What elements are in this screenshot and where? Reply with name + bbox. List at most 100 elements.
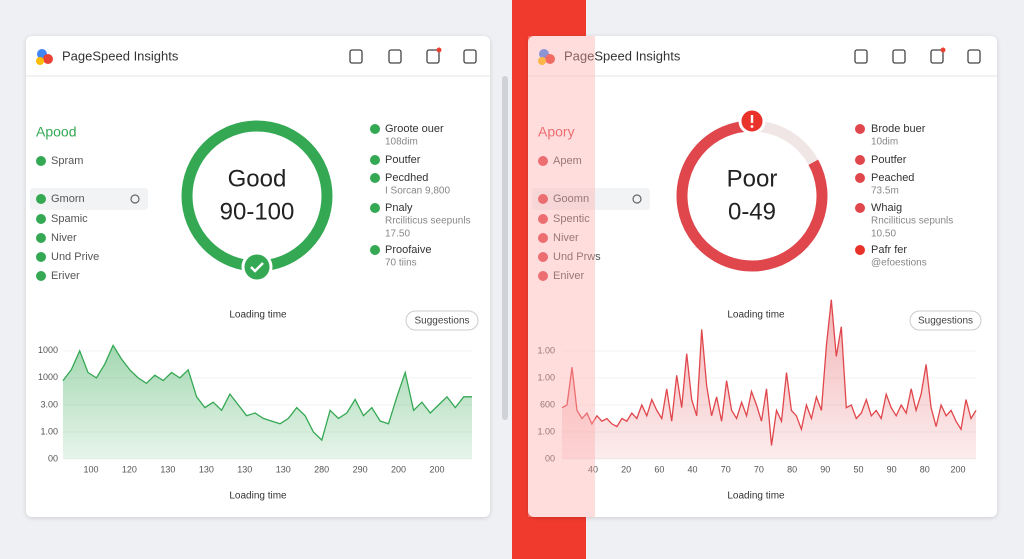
metric-icon	[370, 124, 380, 134]
status-label: Apood	[36, 124, 76, 140]
y-tick-label: 1000	[38, 372, 58, 382]
nav-icon	[538, 214, 548, 224]
panel: PageSpeed Insights Apood Spram Gmorn Spamic N…	[26, 36, 490, 517]
nav-icon	[36, 156, 46, 166]
logo	[538, 57, 546, 65]
suggestions-label[interactable]: Suggestions	[918, 316, 973, 327]
metric-name: Peached	[871, 172, 914, 184]
metric-icon	[855, 124, 865, 134]
metric-detail: I Sorcan 9,800	[385, 186, 450, 197]
y-tick-label: 600	[540, 399, 555, 409]
red-overlay	[528, 36, 595, 517]
nav-icon	[538, 271, 548, 281]
header-icon[interactable]	[967, 49, 981, 64]
x-tick-label: 290	[353, 464, 368, 474]
nav-highlight	[30, 188, 148, 210]
panel-card	[528, 36, 997, 517]
suggestions-button[interactable]	[405, 310, 479, 331]
header-icon[interactable]	[349, 49, 363, 64]
nav-item[interactable]: Apem	[553, 155, 582, 167]
nav-item[interactable]: Eniver	[553, 270, 585, 282]
gauge-badge	[241, 251, 273, 283]
nav-icon	[538, 156, 548, 166]
y-tick-label: 1.00	[40, 426, 58, 436]
logo	[36, 57, 44, 65]
y-tick-label: 1.00	[537, 426, 555, 436]
header-title: PageSpeed Insights	[564, 48, 681, 63]
y-tick-label: 3.00	[40, 399, 58, 409]
metric-detail: 70 tiins	[385, 258, 417, 269]
nav-icon	[538, 233, 548, 243]
scrollbar	[502, 76, 508, 420]
metric-name: Poutfer	[385, 154, 421, 166]
x-tick-label: 40	[588, 464, 598, 474]
chart-title: Loading time	[727, 310, 785, 321]
alert-icon	[750, 125, 754, 128]
metric-name: Pafr fer	[871, 244, 907, 256]
nav-item[interactable]: Eriver	[51, 270, 80, 282]
gauge-range: 0-49	[728, 198, 776, 225]
header-icon[interactable]	[854, 49, 868, 64]
x-tick-label: 90	[820, 464, 830, 474]
y-tick-label: 1.00	[537, 372, 555, 382]
nav-icon	[538, 252, 548, 262]
x-tick-label: 100	[83, 464, 98, 474]
notification-dot	[436, 47, 442, 53]
header-icon[interactable]	[892, 49, 906, 64]
metric-detail: 108dim	[385, 137, 418, 148]
area-fill	[562, 299, 976, 459]
metric-name: Proofaive	[385, 244, 431, 256]
metric-detail: 10dim	[871, 137, 898, 148]
x-tick-label: 20	[621, 464, 631, 474]
gauge-range: 90-100	[220, 198, 295, 225]
metric-detail: @efoestions	[871, 258, 927, 269]
x-tick-label: 40	[688, 464, 698, 474]
notification-dot	[940, 47, 946, 53]
metric-name: Pecdhed	[385, 172, 428, 184]
header-icon[interactable]	[930, 49, 944, 64]
logo	[545, 54, 555, 64]
header-icon[interactable]	[463, 49, 477, 64]
y-tick-label: 1000	[38, 345, 58, 355]
metric-detail: Rrciliticus seepunls	[385, 216, 471, 227]
x-tick-label: 50	[853, 464, 863, 474]
metric-name: Brode buer	[871, 123, 926, 135]
metric-detail: 10.50	[871, 229, 896, 240]
chart-title: Loading time	[229, 310, 287, 321]
x-tick-label: 70	[754, 464, 764, 474]
x-tick-label: 60	[654, 464, 664, 474]
nav-item[interactable]: Niver	[553, 232, 579, 244]
nav-icon	[36, 252, 46, 262]
gauge-label: Good	[228, 165, 287, 192]
header-icon[interactable]	[388, 49, 402, 64]
nav-item[interactable]: Und Prws	[553, 251, 601, 263]
suggestions-button[interactable]	[909, 310, 982, 331]
x-tick-label: 200	[429, 464, 444, 474]
metric-icon	[855, 203, 865, 213]
nav-item[interactable]: Spamic	[51, 213, 88, 225]
nav-item[interactable]: Spram	[51, 155, 83, 167]
metric-icon	[855, 245, 865, 255]
suggestions-label[interactable]: Suggestions	[414, 316, 469, 327]
nav-item[interactable]: Gmorn	[51, 193, 85, 205]
nav-item[interactable]: Spentic	[553, 213, 590, 225]
x-tick-label: 90	[887, 464, 897, 474]
metric-icon	[370, 155, 380, 165]
x-tick-label: 80	[787, 464, 797, 474]
metric-detail: 17.50	[385, 229, 410, 240]
metric-icon	[855, 155, 865, 165]
x-tick-label: 70	[721, 464, 731, 474]
nav-item[interactable]: Niver	[51, 232, 77, 244]
x-axis-label: Loading time	[229, 491, 287, 502]
nav-item[interactable]: Goomn	[553, 193, 589, 205]
metric-icon	[855, 173, 865, 183]
x-axis-label: Loading time	[727, 491, 785, 502]
refresh-icon	[632, 194, 642, 204]
area-fill	[63, 345, 472, 459]
nav-item[interactable]: Und Prive	[51, 251, 99, 263]
metric-icon	[370, 245, 380, 255]
header-icon[interactable]	[426, 49, 440, 64]
area-line	[561, 299, 977, 446]
x-tick-label: 130	[237, 464, 252, 474]
